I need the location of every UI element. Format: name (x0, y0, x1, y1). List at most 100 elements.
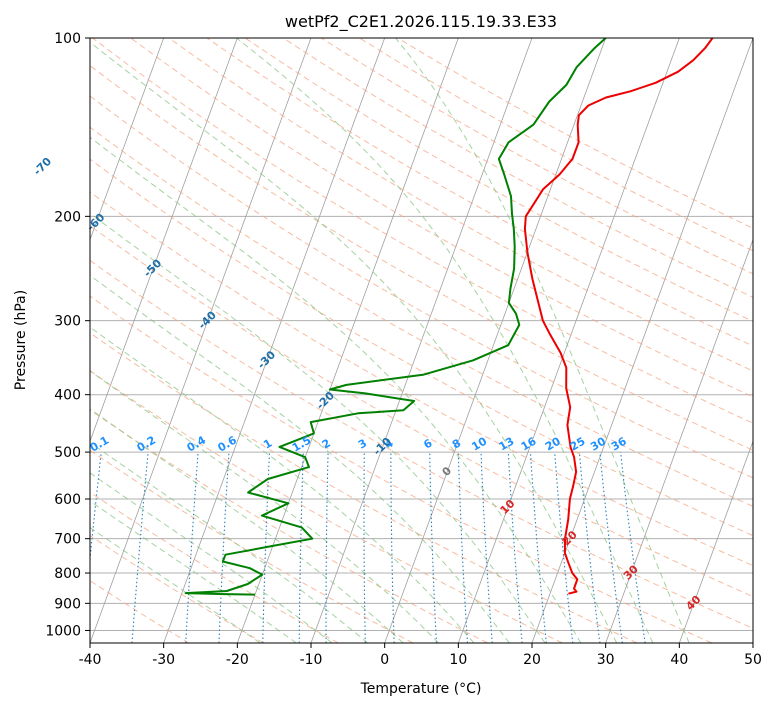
moist-adiabat (90, 500, 297, 643)
isotherm-line (752, 641, 753, 643)
moist-adiabat (236, 38, 654, 643)
moist-adiabat (90, 212, 546, 643)
isotherm-line (531, 38, 753, 643)
mixing-ratio-line (131, 452, 149, 643)
mixing-ratio-line (90, 452, 102, 564)
mixing-ratio-label: 20 (543, 434, 563, 453)
mixing-ratio-label: 25 (568, 435, 588, 454)
dry-adiabat (90, 158, 753, 537)
mixing-ratio-line (480, 452, 493, 643)
isotherm-label: 40 (683, 593, 703, 613)
x-tick-label: -10 (300, 652, 323, 668)
dry-adiabat (90, 491, 339, 643)
dry-adiabat (90, 535, 264, 643)
mixing-ratio-line (554, 452, 574, 643)
dry-adiabat (168, 38, 753, 372)
x-tick-label: 30 (597, 652, 615, 668)
moist-adiabat (90, 370, 439, 643)
x-axis-label: Temperature (°C) (360, 681, 482, 697)
temperature-profile-line (523, 38, 714, 595)
mixing-ratio-label: 2 (320, 437, 333, 452)
y-axis-label: Pressure (hPa) (13, 290, 29, 390)
mixing-ratio-label: 0.6 (215, 433, 239, 454)
isotherm-line (163, 38, 386, 643)
isotherm-label: -40 (196, 308, 219, 331)
mixing-ratio-line (390, 452, 395, 643)
dry-adiabat (397, 38, 753, 229)
x-tick-label: 40 (670, 652, 688, 668)
isotherm-line (605, 238, 753, 643)
isotherm-label: 20 (560, 528, 580, 548)
mixing-ratio-label: 3 (356, 437, 369, 452)
mixing-ratio-label: 36 (609, 434, 629, 453)
moist-adiabat (90, 326, 475, 643)
y-tick-label: 600 (54, 492, 81, 508)
plot-frame (89, 37, 754, 644)
mixing-ratio-label: 8 (450, 437, 463, 452)
x-tick-label: -40 (79, 652, 102, 668)
dry-adiabat (92, 38, 753, 424)
mixing-ratio-line (507, 452, 523, 643)
isotherm-line (457, 38, 680, 643)
dewpoint-profile-line (184, 38, 607, 596)
dry-adiabat (90, 409, 488, 643)
y-tick-label: 1000 (45, 623, 81, 639)
x-tick-label: 50 (744, 652, 762, 668)
isotherm-line (236, 38, 459, 643)
moist-adiabat (90, 41, 618, 643)
mixing-ratio-label: 1 (261, 437, 274, 452)
dry-adiabat (90, 295, 712, 643)
y-tick-label: 800 (54, 566, 81, 582)
dry-adiabat (90, 126, 753, 507)
dry-adiabat (90, 370, 563, 643)
mixing-ratio-label: 0.2 (135, 434, 158, 455)
moist-adiabat (90, 441, 369, 643)
y-tick-label: 200 (54, 209, 81, 225)
mixing-ratio-line (620, 452, 646, 643)
x-tick-label: 0 (380, 652, 389, 668)
isotherm-line (90, 38, 238, 443)
mixing-ratio-label: 16 (519, 434, 539, 453)
x-tick-label: 10 (449, 652, 467, 668)
moist-adiabat (90, 472, 333, 643)
mixing-ratio-line (185, 452, 199, 643)
isotherm-label: -60 (84, 210, 107, 233)
mixing-ratio-line (529, 452, 547, 643)
mixing-ratio-line (218, 452, 230, 643)
isotherm-line (90, 38, 312, 643)
mixing-ratio-line (363, 452, 366, 643)
isotherm-line (90, 38, 165, 241)
mixing-ratio-line (578, 452, 601, 643)
mixing-ratio-line (599, 452, 623, 643)
mixing-ratio-label: 6 (421, 436, 434, 451)
moist-adiabat (395, 38, 690, 643)
mixing-ratio-line (298, 452, 304, 643)
mixing-ratio-line (325, 452, 329, 643)
isotherm-label: 0 (440, 464, 455, 479)
x-tick-label: -30 (152, 652, 175, 668)
moist-adiabat (90, 526, 261, 643)
isotherm-line (678, 440, 753, 643)
x-tick-label: -20 (226, 652, 249, 668)
y-tick-label: 300 (54, 314, 81, 330)
mixing-ratio-line (457, 452, 469, 643)
dry-adiabat (90, 191, 753, 567)
moist-adiabat (90, 274, 510, 643)
dry-adiabat (90, 225, 753, 598)
isotherm-label: -30 (255, 348, 278, 371)
isotherm-label: -20 (314, 389, 337, 412)
moist-adiabat (90, 136, 582, 643)
y-tick-label: 400 (54, 388, 81, 404)
chart-title: wetPf2_C2E1.2026.115.19.33.E33 (285, 12, 557, 32)
dry-adiabat (321, 38, 753, 275)
y-tick-label: 900 (54, 596, 81, 612)
x-tick-label: 20 (523, 652, 541, 668)
isotherm-line (384, 38, 607, 643)
isotherm-label: 30 (621, 562, 641, 582)
dry-adiabat (90, 259, 753, 629)
dry-adiabat (244, 38, 753, 322)
dry-adiabat (90, 65, 753, 451)
moist-adiabat (90, 408, 404, 643)
dry-adiabat (206, 38, 753, 347)
